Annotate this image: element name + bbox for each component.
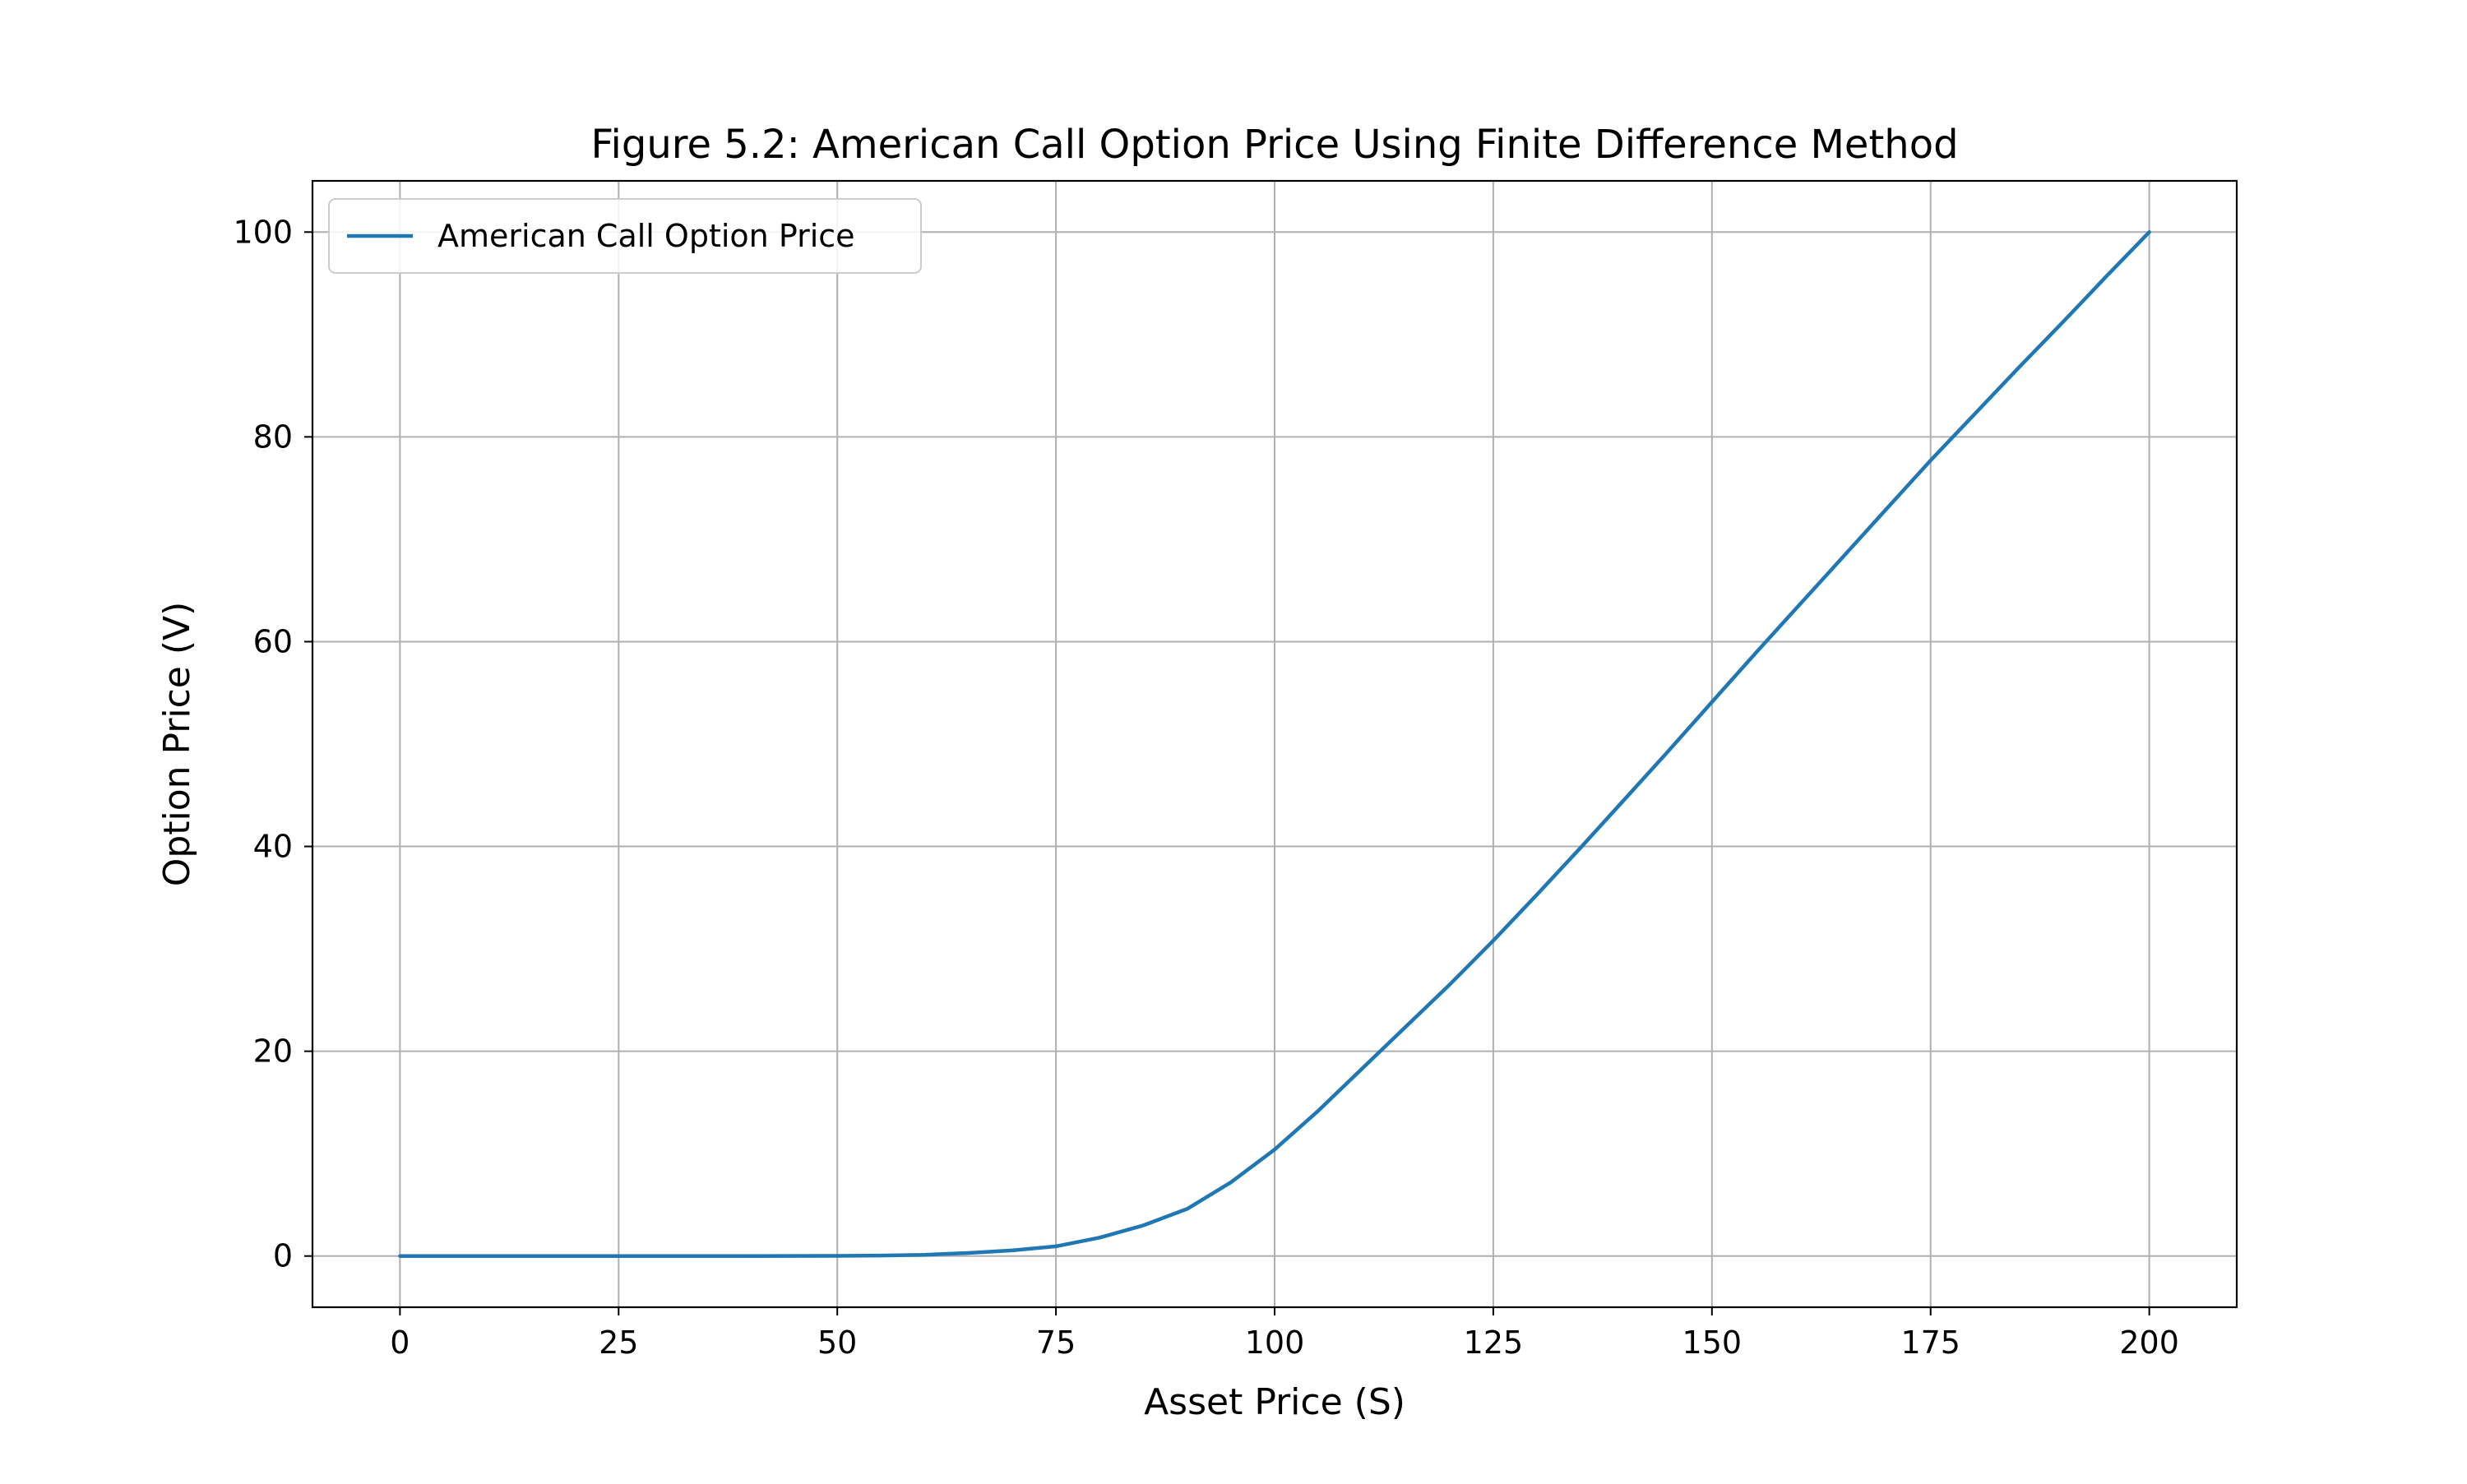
series-line xyxy=(398,230,2151,1258)
y-axis-label: Option Price (V) xyxy=(156,602,198,887)
x-tick-label: 200 xyxy=(2119,1325,2179,1361)
legend: American Call Option Price xyxy=(328,198,922,274)
x-tick-label: 125 xyxy=(1464,1325,1524,1361)
chart-title: Figure 5.2: American Call Option Price U… xyxy=(590,122,1958,168)
x-tick-label: 25 xyxy=(599,1325,638,1361)
legend-box xyxy=(328,198,922,274)
x-tick-label: 50 xyxy=(817,1325,857,1361)
x-tick-label: 175 xyxy=(1900,1325,1960,1361)
x-tick-label: 100 xyxy=(1245,1325,1305,1361)
x-tick-label: 0 xyxy=(390,1325,410,1361)
x-tick-label: 75 xyxy=(1036,1325,1076,1361)
ticks: 0 25 50 75 100 125 150 175 200 0 20 40 60 80 100 xyxy=(233,214,2178,1361)
legend-label: American Call Option Price xyxy=(437,218,855,254)
y-tick-label: 60 xyxy=(253,623,293,659)
x-tick-label: 150 xyxy=(1682,1325,1743,1361)
y-tick-label: 80 xyxy=(253,418,293,455)
y-tick-label: 40 xyxy=(253,829,293,865)
y-tick-label: 20 xyxy=(253,1033,293,1070)
y-tick-label: 0 xyxy=(273,1238,293,1274)
grid-lines xyxy=(312,181,2237,1307)
series-layer xyxy=(398,230,2151,1258)
y-tick-label: 100 xyxy=(233,214,293,250)
x-axis-label: Asset Price (S) xyxy=(1144,1381,1405,1423)
